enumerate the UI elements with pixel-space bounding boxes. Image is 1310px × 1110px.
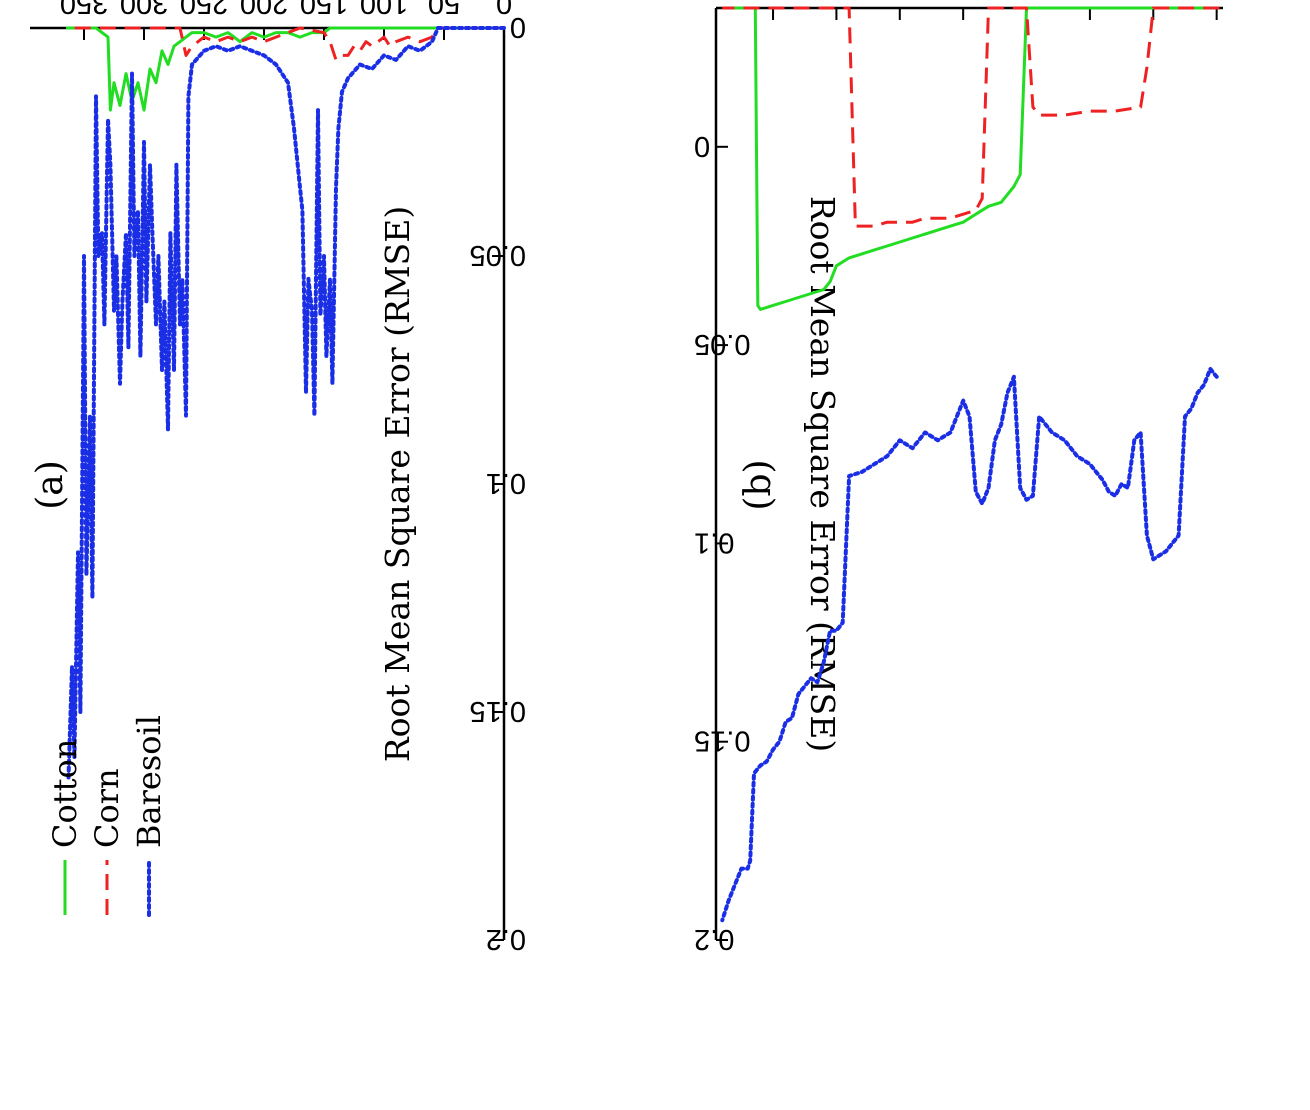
- series-line-corn: [66, 26, 504, 62]
- legend-label-baresoil: Baresoil: [130, 715, 168, 848]
- series-line-baresoil: [66, 26, 506, 783]
- panel-b: 05010015020025030035000.050.10.150.2Day …: [694, 6, 1223, 955]
- y-tick-label: 0: [694, 130, 710, 162]
- x-tick-label: 350: [60, 0, 108, 19]
- y-tick-label: 0.2: [694, 923, 734, 955]
- y-tick-label: 0.15: [694, 725, 750, 757]
- legend-label-cotton: Cotton: [46, 739, 84, 848]
- x-tick-label: 50: [428, 0, 460, 19]
- y-tick-label: 0.1: [694, 526, 734, 558]
- x-tick-label: 250: [180, 0, 228, 19]
- x-tick-label: 100: [360, 0, 408, 19]
- y-tick-label: 0.05: [470, 239, 526, 271]
- panel-label: (b): [738, 459, 779, 510]
- x-tick-label: 300: [120, 0, 168, 19]
- x-tick-label: 150: [300, 0, 348, 19]
- legend: Cotton Corn Baresoil: [46, 715, 168, 917]
- x-tick-label: 0: [496, 0, 512, 19]
- y-tick-label: 0.05: [694, 328, 750, 360]
- y-tick-label: 0.2: [486, 923, 526, 955]
- x-tick-label: 200: [240, 0, 288, 19]
- panel-a: 05010015020025030035000.050.10.150.2Day …: [30, 0, 526, 955]
- y-tick-label: 0.1: [486, 467, 526, 499]
- rotated-figure: 05010015020025030035000.050.10.150.2Day …: [30, 0, 1223, 955]
- series-line-cotton: [66, 26, 504, 112]
- y-tick-label: 0: [510, 11, 526, 43]
- series-line-baresoil: [720, 366, 1219, 923]
- y-tick-label: 0.15: [470, 695, 526, 727]
- panel-label: (a): [30, 460, 71, 510]
- legend-label-corn: Corn: [88, 768, 126, 848]
- y-axis-title: Root Mean Square Error (RMSE): [378, 206, 417, 762]
- series-line-cotton: [722, 6, 1220, 311]
- series-line-corn: [722, 6, 1220, 228]
